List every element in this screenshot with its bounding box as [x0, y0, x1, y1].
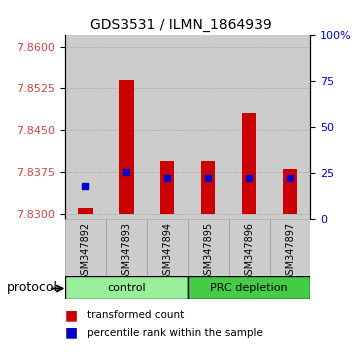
Bar — [283, 169, 297, 214]
Text: control: control — [107, 282, 145, 293]
FancyBboxPatch shape — [65, 276, 188, 299]
Bar — [188, 35, 229, 219]
Text: ■: ■ — [65, 308, 78, 322]
FancyBboxPatch shape — [188, 219, 229, 276]
Bar — [201, 161, 215, 214]
Text: transformed count: transformed count — [87, 310, 184, 320]
Text: GSM347895: GSM347895 — [203, 222, 213, 281]
Bar — [65, 35, 106, 219]
FancyBboxPatch shape — [65, 219, 106, 276]
Text: GDS3531 / ILMN_1864939: GDS3531 / ILMN_1864939 — [90, 18, 271, 32]
Text: GSM347896: GSM347896 — [244, 222, 254, 281]
Bar — [147, 35, 188, 219]
Bar — [106, 35, 147, 219]
Bar — [270, 35, 310, 219]
Bar — [119, 80, 134, 214]
Bar — [78, 208, 92, 214]
FancyBboxPatch shape — [229, 219, 270, 276]
Text: ■: ■ — [65, 326, 78, 340]
Text: GSM347894: GSM347894 — [162, 222, 172, 281]
Bar — [160, 161, 174, 214]
Text: GSM347892: GSM347892 — [81, 222, 91, 281]
Bar — [242, 114, 256, 214]
Text: GSM347897: GSM347897 — [285, 222, 295, 281]
Text: percentile rank within the sample: percentile rank within the sample — [87, 328, 262, 338]
FancyBboxPatch shape — [188, 276, 310, 299]
Text: GSM347893: GSM347893 — [121, 222, 131, 281]
FancyBboxPatch shape — [270, 219, 310, 276]
Text: PRC depletion: PRC depletion — [210, 282, 288, 293]
FancyBboxPatch shape — [147, 219, 188, 276]
Text: protocol: protocol — [7, 281, 58, 294]
FancyBboxPatch shape — [106, 219, 147, 276]
Bar — [229, 35, 270, 219]
